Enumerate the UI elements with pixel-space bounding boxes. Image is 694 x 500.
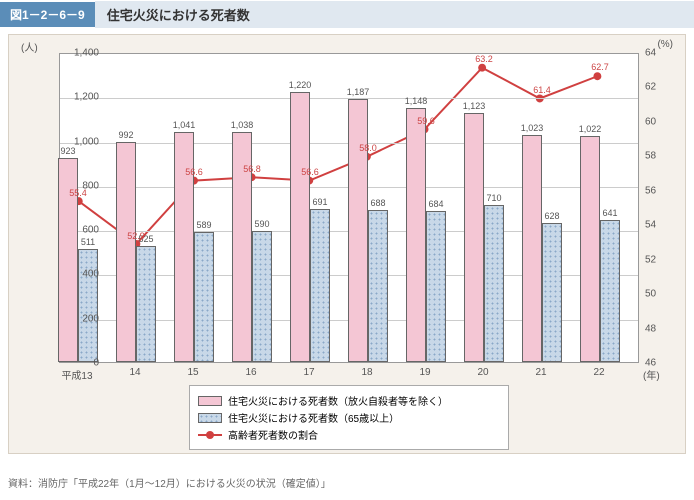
legend-item-line: 高齢者死者数の割合 xyxy=(198,427,500,442)
y-right-tick: 52 xyxy=(645,254,675,265)
plot-area: 9235119925251,0415891,0385901,2206911,18… xyxy=(59,53,639,363)
x-tick: 平成13 xyxy=(61,367,92,382)
line-value-label: 52.9 xyxy=(127,231,145,241)
x-tick: 20 xyxy=(477,367,488,378)
bar-value-label: 1,123 xyxy=(463,101,486,111)
x-tick: 16 xyxy=(245,367,256,378)
y-right-tick: 64 xyxy=(645,48,675,59)
bar-value-label: 589 xyxy=(196,220,211,230)
bar-value-label: 1,022 xyxy=(579,124,602,134)
y-left-axis-label: (人) xyxy=(21,39,38,54)
legend-line-marker xyxy=(198,430,222,440)
line-value-label: 59.6 xyxy=(417,116,435,126)
bar-pink xyxy=(580,136,600,362)
y-left-tick: 1,000 xyxy=(59,136,99,147)
y-right-tick: 60 xyxy=(645,116,675,127)
x-tick: 22 xyxy=(593,367,604,378)
bar-value-label: 684 xyxy=(428,199,443,209)
legend-label: 住宅火災における死者数（65歳以上） xyxy=(228,410,399,425)
legend-swatch-blue xyxy=(198,413,222,423)
line-value-label: 56.6 xyxy=(185,167,203,177)
bar-value-label: 1,038 xyxy=(231,120,254,130)
bar-value-label: 688 xyxy=(370,198,385,208)
bar-value-label: 992 xyxy=(118,130,133,140)
legend-label: 高齢者死者数の割合 xyxy=(228,427,318,442)
legend-label: 住宅火災における死者数（放火自殺者等を除く） xyxy=(228,393,448,408)
title-bar: 図1－2－6－9 住宅火災における死者数 xyxy=(0,0,694,28)
y-right-tick: 56 xyxy=(645,185,675,196)
bar-pink xyxy=(290,92,310,362)
line-value-label: 63.2 xyxy=(475,54,493,64)
bar-value-label: 1,187 xyxy=(347,87,370,97)
bar-value-label: 710 xyxy=(486,193,501,203)
figure-container: 図1－2－6－9 住宅火災における死者数 (人) (%) 92351199252… xyxy=(0,0,694,500)
bar-blue xyxy=(252,231,272,362)
x-tick: 14 xyxy=(129,367,140,378)
bar-blue xyxy=(600,220,620,362)
y-right-tick: 48 xyxy=(645,323,675,334)
legend-swatch-pink xyxy=(198,396,222,406)
line-value-label: 61.4 xyxy=(533,85,551,95)
bar-blue xyxy=(426,211,446,362)
line-value-label: 58.0 xyxy=(359,143,377,153)
y-right-tick: 58 xyxy=(645,151,675,162)
legend: 住宅火災における死者数（放火自殺者等を除く） 住宅火災における死者数（65歳以上… xyxy=(189,385,509,450)
bar-pink xyxy=(116,142,136,362)
bar-blue xyxy=(484,205,504,362)
y-left-tick: 400 xyxy=(59,269,99,280)
bar-value-label: 590 xyxy=(254,219,269,229)
y-left-tick: 200 xyxy=(59,313,99,324)
figure-number: 図1－2－6－9 xyxy=(0,2,95,27)
bar-blue xyxy=(194,232,214,362)
bar-value-label: 1,023 xyxy=(521,123,544,133)
legend-item-pink: 住宅火災における死者数（放火自殺者等を除く） xyxy=(198,393,500,408)
line-value-label: 56.8 xyxy=(243,164,261,174)
bar-pink xyxy=(174,132,194,363)
y-right-tick: 62 xyxy=(645,82,675,93)
bar-blue xyxy=(310,209,330,362)
bar-value-label: 641 xyxy=(602,208,617,218)
figure-title: 住宅火災における死者数 xyxy=(95,1,694,28)
y-left-tick: 800 xyxy=(59,180,99,191)
bar-value-label: 1,041 xyxy=(173,120,196,130)
bar-value-label: 1,220 xyxy=(289,80,312,90)
x-tick: 15 xyxy=(187,367,198,378)
bar-value-label: 1,148 xyxy=(405,96,428,106)
y-left-tick: 600 xyxy=(59,225,99,236)
bar-pink xyxy=(522,135,542,362)
bar-pink xyxy=(406,108,426,362)
x-tick: 19 xyxy=(419,367,430,378)
bar-value-label: 923 xyxy=(60,146,75,156)
y-left-tick: 1,200 xyxy=(59,92,99,103)
bar-value-label: 511 xyxy=(81,237,95,247)
x-axis-unit: (年) xyxy=(643,367,660,382)
x-tick: 18 xyxy=(361,367,372,378)
bar-pink xyxy=(464,113,484,362)
bar-value-label: 691 xyxy=(312,197,327,207)
source-text: 資料：消防庁「平成22年（1月～12月）における火災の状況（確定値）」 xyxy=(8,475,331,490)
line-value-label: 56.6 xyxy=(301,167,319,177)
y-right-tick: 54 xyxy=(645,220,675,231)
bar-value-label: 628 xyxy=(544,211,559,221)
line-value-label: 62.7 xyxy=(591,62,609,72)
bar-blue xyxy=(136,246,156,362)
y-left-tick: 1,400 xyxy=(59,48,99,59)
bar-pink xyxy=(348,99,368,362)
x-tick: 17 xyxy=(303,367,314,378)
x-tick: 21 xyxy=(535,367,546,378)
bar-blue xyxy=(78,249,98,362)
bar-blue xyxy=(542,223,562,362)
y-right-tick: 50 xyxy=(645,289,675,300)
chart-area: (人) (%) 9235119925251,0415891,0385901,22… xyxy=(8,34,686,454)
bar-blue xyxy=(368,210,388,362)
legend-item-blue: 住宅火災における死者数（65歳以上） xyxy=(198,410,500,425)
